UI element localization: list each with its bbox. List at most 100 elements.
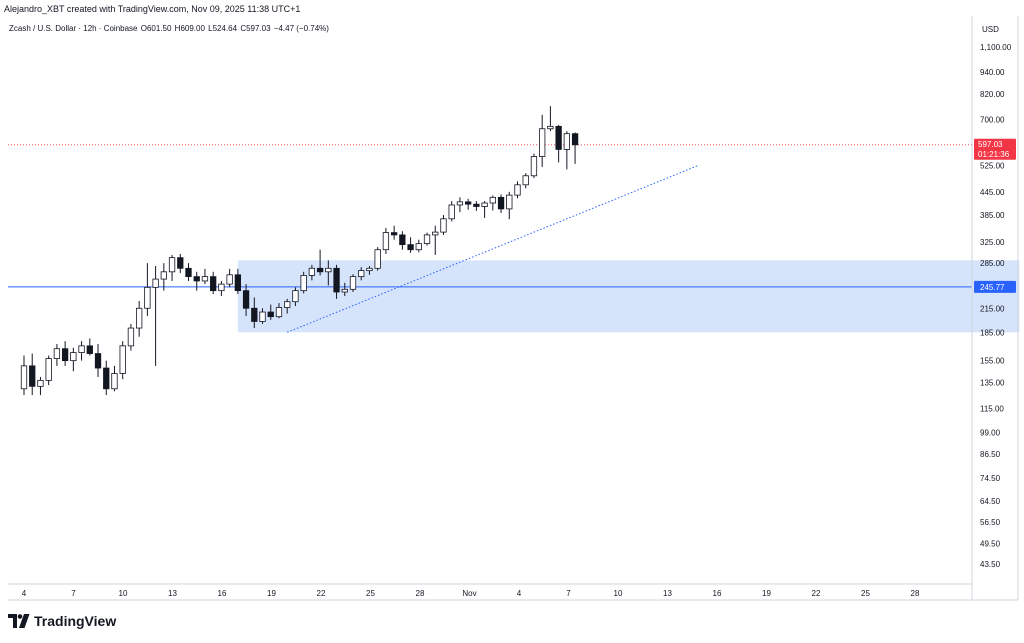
candle: [547, 106, 554, 132]
candle-body-down: [390, 232, 398, 236]
x-tick-label: 7: [71, 589, 76, 598]
candle: [168, 254, 176, 281]
candle: [284, 298, 291, 314]
candle: [94, 343, 102, 377]
candle: [341, 282, 348, 297]
candle-body-up: [20, 365, 28, 390]
candle: [193, 271, 200, 291]
x-tick-label: 28: [911, 589, 920, 598]
y-tick-label: 185.00: [980, 328, 1005, 337]
support-zone-rect: [237, 260, 1020, 333]
candle: [407, 237, 414, 253]
tradingview-logo-icon: [8, 614, 30, 628]
tradingview-brand[interactable]: TradingView: [8, 613, 116, 629]
ascending-trendline: [287, 164, 699, 333]
axes-layer: USD 1,100.00 940.00 820.00 700.00 525.00 445.0…: [8, 16, 1019, 601]
x-tick-label: 19: [762, 589, 771, 598]
candle-body-up: [530, 156, 538, 177]
candle: [555, 124, 562, 163]
candle-body-down: [407, 244, 414, 251]
candle-body-down: [61, 348, 69, 362]
candle-body-down: [242, 290, 250, 309]
brand-name: TradingView: [34, 613, 117, 629]
candle: [127, 323, 135, 351]
candle-body-up: [325, 267, 332, 273]
candle: [61, 341, 69, 366]
x-tick-label: 4: [517, 589, 522, 598]
candle-body-up: [448, 204, 455, 220]
candle: [78, 341, 85, 361]
candle-body-down: [571, 133, 579, 146]
candle: [440, 215, 447, 235]
candle: [489, 195, 496, 211]
x-tick-label: Nov: [462, 589, 476, 598]
candle-body-up: [539, 128, 546, 157]
x-tick-label: 4: [22, 589, 27, 598]
candle-body-up: [144, 286, 151, 309]
candle: [185, 263, 192, 281]
candle-body-up: [366, 267, 373, 272]
x-tick-label: 22: [812, 589, 821, 598]
candle-body-up: [119, 345, 126, 374]
candle: [481, 201, 488, 218]
candle-body-up: [111, 373, 118, 390]
candle-body-up: [53, 348, 61, 359]
candle: [37, 376, 44, 396]
candle-body-up: [259, 311, 266, 322]
candles-layer: [20, 106, 579, 396]
y-tick-label: 385.00: [980, 211, 1005, 220]
candle: [325, 260, 332, 286]
candle: [349, 274, 357, 292]
y-tick-label: 445.00: [980, 188, 1005, 197]
candle-body-down: [497, 196, 505, 210]
x-tick-label: 16: [218, 589, 227, 598]
candle: [201, 268, 209, 285]
candle: [267, 304, 274, 320]
symbol-name[interactable]: Zcash / U.S. Dollar · 12h · Coinbase: [9, 24, 138, 33]
candle-body-up: [152, 278, 159, 288]
candle: [539, 114, 546, 167]
candle-body-up: [127, 327, 135, 347]
candle: [464, 198, 472, 210]
candle: [506, 191, 513, 220]
x-tick-label: 25: [366, 589, 375, 598]
candle-body-down: [333, 267, 340, 293]
candle: [374, 247, 381, 271]
candle-body-up: [292, 290, 299, 303]
horizontal-level-tag: [974, 280, 1016, 293]
candle: [308, 264, 316, 281]
ohlc-open: O601.50: [140, 24, 172, 33]
y-tick-label: 64.50: [980, 497, 1001, 506]
candle-body-up: [522, 175, 529, 186]
x-tick-label: 25: [861, 589, 870, 598]
ohlc-low: L524.64: [208, 24, 238, 33]
candle: [300, 271, 307, 294]
candle: [160, 263, 167, 291]
candle: [448, 201, 455, 222]
x-tick-label: 10: [119, 589, 128, 598]
candle-body-up: [284, 301, 291, 308]
candle-body-up: [226, 274, 233, 285]
x-tick-label: 10: [614, 589, 623, 598]
candle: [218, 280, 225, 297]
candle: [234, 268, 242, 295]
candle: [530, 153, 538, 179]
price-change: −4.47 (−0.74%): [273, 24, 329, 33]
candle-body-up: [415, 243, 422, 251]
candle: [275, 303, 283, 319]
candle: [571, 132, 579, 164]
candle: [135, 300, 143, 337]
candle-body-down: [210, 276, 217, 292]
y-tick-label: 135.00: [980, 379, 1005, 388]
candle-body-up: [78, 345, 85, 353]
candle-body-down: [251, 307, 258, 322]
candle-body-up: [45, 358, 52, 381]
candle-body-down: [193, 276, 200, 282]
candle: [53, 343, 61, 366]
candle: [292, 287, 299, 307]
candle: [70, 347, 77, 372]
candle-body-down: [234, 274, 242, 292]
candle: [333, 264, 340, 299]
candle: [456, 197, 464, 213]
